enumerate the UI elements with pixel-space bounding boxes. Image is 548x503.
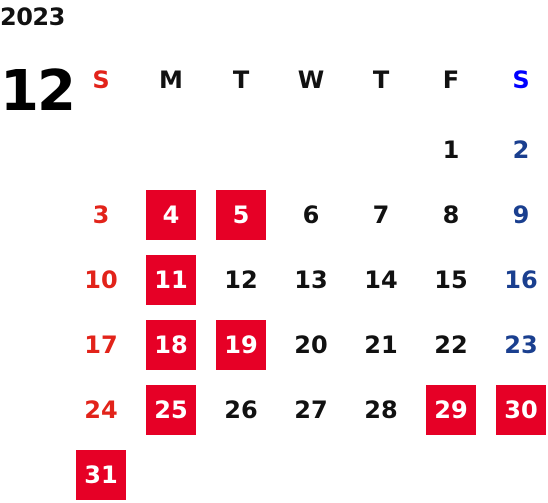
day-cell-23[interactable]: 23 [504, 331, 538, 359]
day-cell-4[interactable]: 4 [146, 190, 196, 240]
weekday-header-tue: T [232, 66, 250, 94]
day-cell-8[interactable]: 8 [442, 201, 460, 229]
month-label: 12 [0, 59, 76, 124]
weekday-header-sat: S [512, 66, 530, 94]
day-cell-17[interactable]: 17 [84, 331, 118, 359]
day-cell-15[interactable]: 15 [434, 266, 468, 294]
day-cell-6[interactable]: 6 [302, 201, 320, 229]
day-cell-14[interactable]: 14 [364, 266, 398, 294]
day-cell-5[interactable]: 5 [216, 190, 266, 240]
day-cell-26[interactable]: 26 [224, 396, 258, 424]
day-cell-18[interactable]: 18 [146, 320, 196, 370]
day-cell-2[interactable]: 2 [512, 136, 530, 164]
day-cell-13[interactable]: 13 [294, 266, 328, 294]
day-cell-24[interactable]: 24 [84, 396, 118, 424]
day-cell-22[interactable]: 22 [434, 331, 468, 359]
day-cell-20[interactable]: 20 [294, 331, 328, 359]
weekday-header-mon: M [159, 66, 183, 94]
day-cell-1[interactable]: 1 [442, 136, 460, 164]
weekday-header-thu: T [372, 66, 390, 94]
day-cell-29[interactable]: 29 [426, 385, 476, 435]
day-cell-7[interactable]: 7 [372, 201, 390, 229]
day-cell-21[interactable]: 21 [364, 331, 398, 359]
day-cell-30[interactable]: 30 [496, 385, 546, 435]
day-cell-12[interactable]: 12 [224, 266, 258, 294]
day-cell-31[interactable]: 31 [76, 450, 126, 500]
day-cell-27[interactable]: 27 [294, 396, 328, 424]
day-cell-28[interactable]: 28 [364, 396, 398, 424]
weekday-header-wed: W [297, 66, 325, 94]
day-cell-9[interactable]: 9 [512, 201, 530, 229]
day-cell-16[interactable]: 16 [504, 266, 538, 294]
day-cell-3[interactable]: 3 [92, 201, 110, 229]
weekday-header-fri: F [442, 66, 460, 94]
day-cell-19[interactable]: 19 [216, 320, 266, 370]
day-cell-11[interactable]: 11 [146, 255, 196, 305]
year-label: 2023 [0, 3, 65, 31]
day-cell-25[interactable]: 25 [146, 385, 196, 435]
day-cell-10[interactable]: 10 [84, 266, 118, 294]
weekday-header-sun: S [92, 66, 110, 94]
